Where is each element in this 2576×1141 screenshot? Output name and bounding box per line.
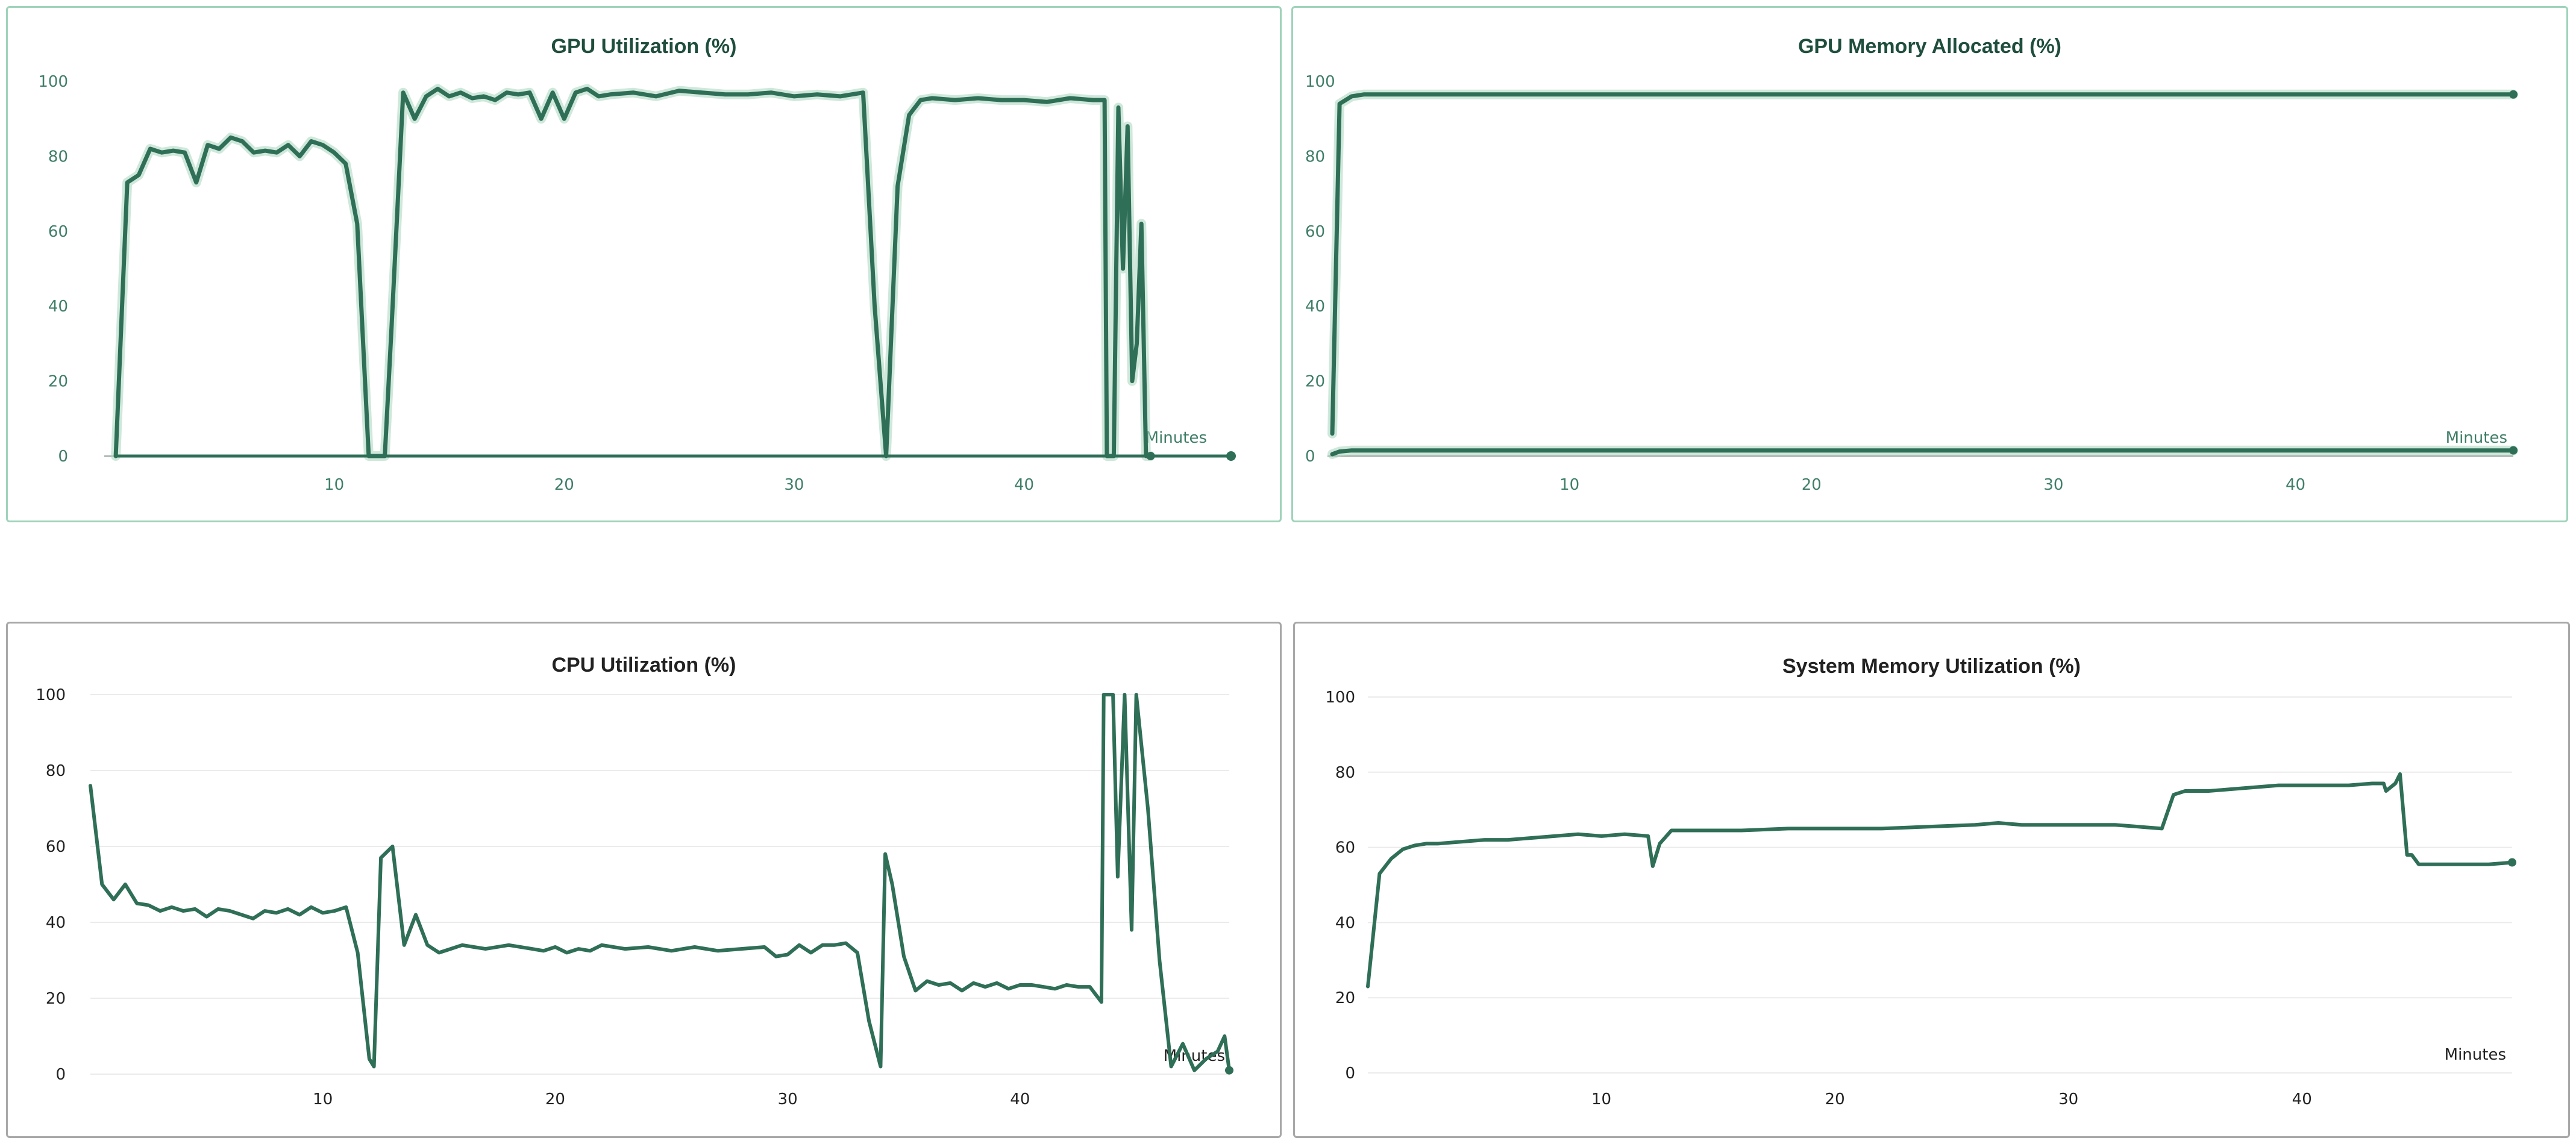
x-tick-label-30: 30: [2058, 1090, 2078, 1108]
series-end-point: [2509, 446, 2518, 455]
chart-title: GPU Memory Allocated (%): [1798, 35, 2061, 58]
y-tick-label-0: 0: [55, 1066, 66, 1084]
y-tick-label-60: 60: [46, 838, 66, 856]
series-line-0: [89, 693, 1231, 1072]
series-end-point: [2509, 90, 2518, 99]
series-line-glow: [1327, 89, 2518, 439]
series-end-point: [1225, 1066, 1233, 1075]
series-line-1: [1330, 448, 2516, 457]
x-axis-label: Minutes: [2446, 429, 2507, 447]
baseline-end-point: [1226, 451, 1236, 461]
x-tick-label-20: 20: [554, 476, 574, 494]
y-tick-label-80: 80: [1335, 764, 1355, 782]
x-tick-label-40: 40: [2286, 476, 2305, 494]
gpu-utilization-panel: GPU Utilization (%) 0 20 40 60 80 100 10 20 30 40 M…: [6, 6, 1282, 522]
chart-title: System Memory Utilization (%): [1782, 655, 2081, 678]
chart-title: GPU Utilization (%): [551, 35, 737, 58]
x-tick-label-40: 40: [2292, 1090, 2312, 1108]
y-tick-label-100: 100: [1325, 689, 1355, 707]
y-tick-label-80: 80: [1305, 148, 1325, 166]
series-line-0: [113, 86, 1153, 458]
y-tick-label-20: 20: [1335, 989, 1355, 1007]
y-tick-label-100: 100: [36, 686, 66, 704]
gpu-memory-allocated-chart: GPU Memory Allocated (%) 0 20 40 60 80 100 10 20…: [1305, 35, 2518, 494]
x-tick-label-10: 10: [313, 1090, 333, 1108]
y-tick-label-40: 40: [46, 914, 66, 932]
series-end-point: [2508, 858, 2516, 867]
x-tick-label-10: 10: [324, 476, 344, 494]
y-tick-label-20: 20: [1305, 373, 1325, 391]
series-line-0: [1366, 772, 2514, 989]
series-line-glow: [111, 84, 1156, 461]
chart-title: CPU Utilization (%): [552, 654, 736, 677]
y-tick-label-40: 40: [1335, 914, 1355, 932]
x-tick-label-10: 10: [1559, 476, 1579, 494]
system-memory-utilization-panel: System Memory Utilization (%) 0 20 40 60 80 10…: [1293, 622, 2570, 1138]
y-tick-label-100: 100: [38, 73, 68, 91]
y-tick-label-0: 0: [58, 448, 68, 466]
x-tick-label-20: 20: [1802, 476, 1822, 494]
x-tick-label-30: 30: [778, 1090, 798, 1108]
gpu-utilization-chart: GPU Utilization (%) 0 20 40 60 80 100 10 20 30 40 M…: [38, 35, 1236, 494]
x-tick-label-30: 30: [784, 476, 804, 494]
series-line-0: [1330, 92, 2516, 436]
x-tick-label-40: 40: [1014, 476, 1034, 494]
x-tick-label-30: 30: [2043, 476, 2063, 494]
x-tick-label-20: 20: [545, 1090, 565, 1108]
x-tick-label-20: 20: [1825, 1090, 1845, 1108]
x-tick-label-10: 10: [1591, 1090, 1611, 1108]
y-tick-label-60: 60: [48, 223, 68, 241]
y-tick-label-0: 0: [1345, 1064, 1355, 1083]
y-tick-label-20: 20: [46, 990, 66, 1008]
x-axis-label: Minutes: [2445, 1046, 2506, 1064]
y-tick-label-60: 60: [1305, 223, 1325, 241]
y-tick-label-80: 80: [46, 762, 66, 780]
cpu-utilization-panel: CPU Utilization (%) 0 20 40 60 80 100 10 20 30 40 M…: [6, 622, 1282, 1138]
y-tick-label-40: 40: [48, 298, 68, 316]
gpu-memory-allocated-panel: GPU Memory Allocated (%) 0 20 40 60 80 100 10 20…: [1291, 6, 2568, 522]
system-memory-utilization-chart: System Memory Utilization (%) 0 20 40 60 80 10…: [1325, 655, 2516, 1108]
y-tick-label-60: 60: [1335, 839, 1355, 857]
x-tick-label-40: 40: [1010, 1090, 1030, 1108]
y-tick-label-0: 0: [1305, 448, 1315, 466]
y-tick-label-20: 20: [48, 373, 68, 391]
y-tick-label-80: 80: [48, 148, 68, 166]
y-tick-label-100: 100: [1305, 73, 1335, 91]
y-tick-label-40: 40: [1305, 298, 1325, 316]
x-axis-label: Minutes: [1145, 429, 1207, 447]
